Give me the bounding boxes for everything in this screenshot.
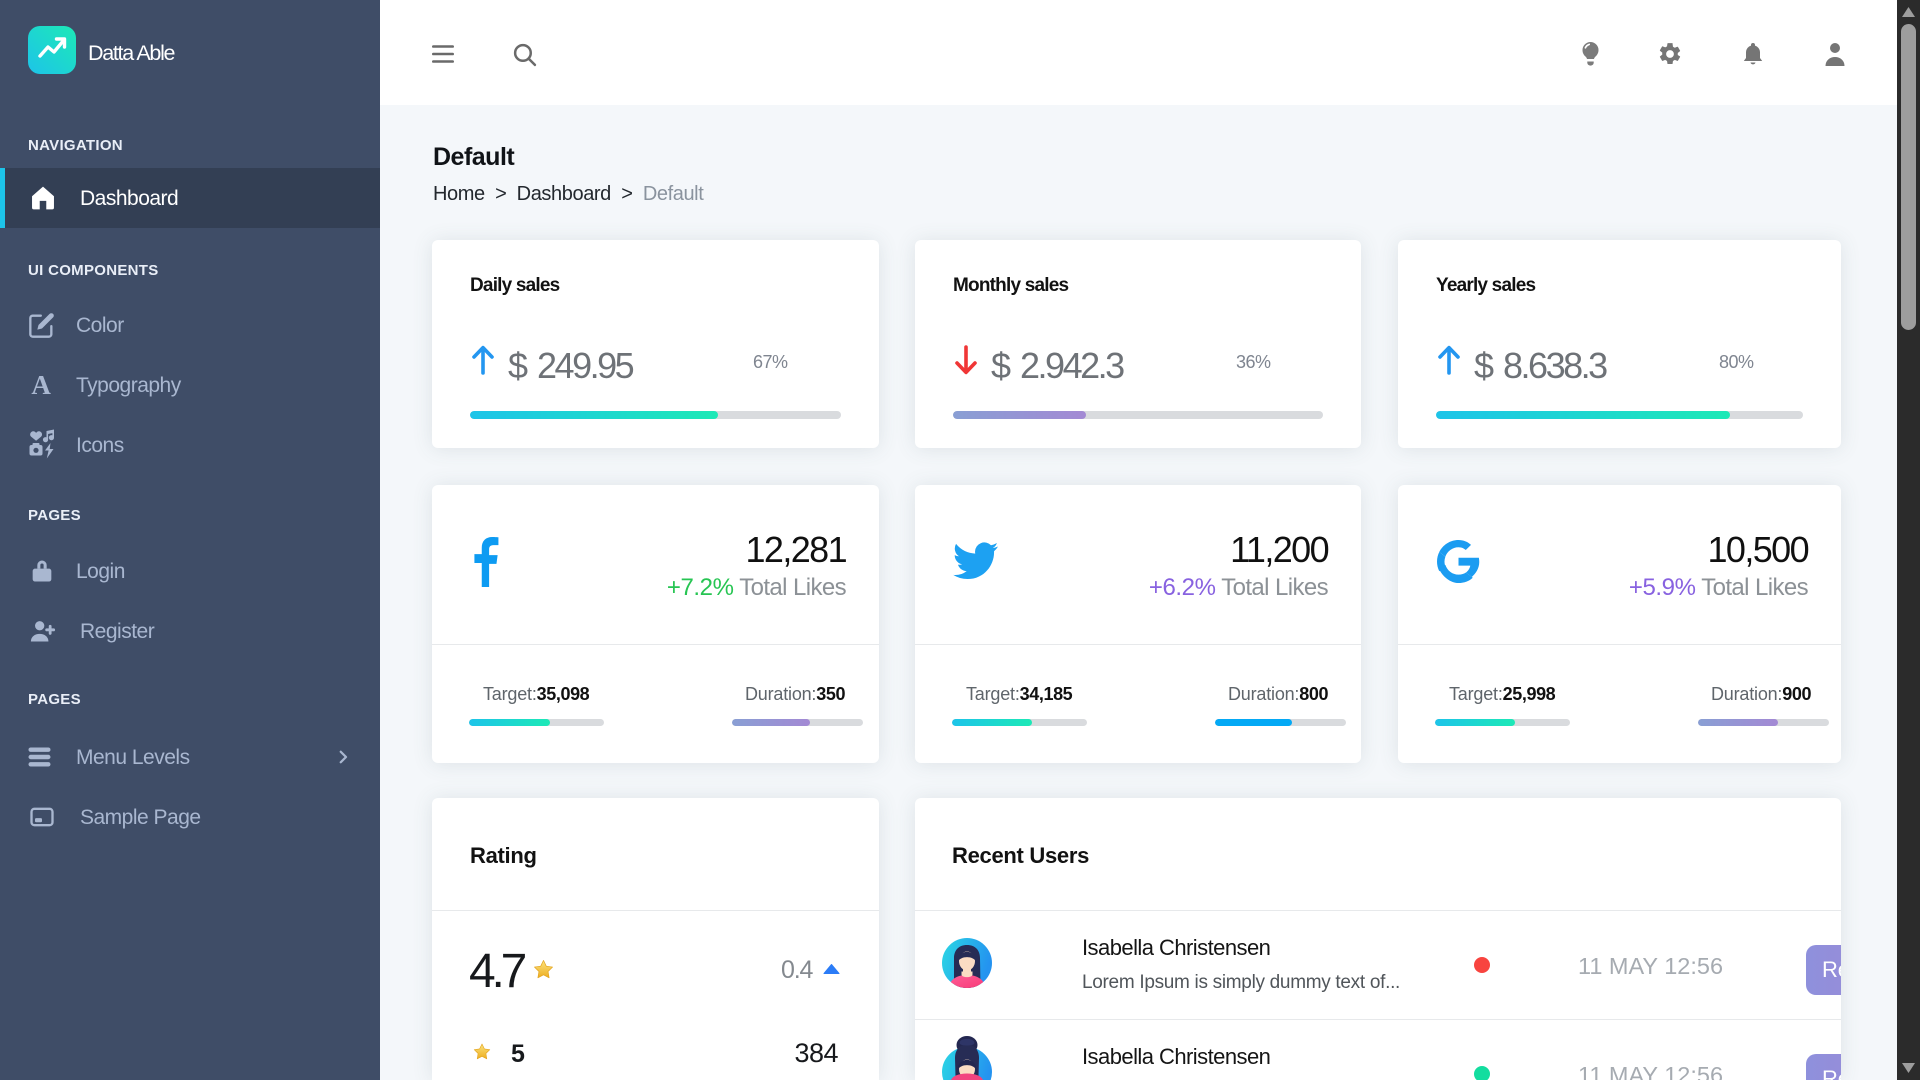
svg-text:A: A (31, 372, 51, 398)
